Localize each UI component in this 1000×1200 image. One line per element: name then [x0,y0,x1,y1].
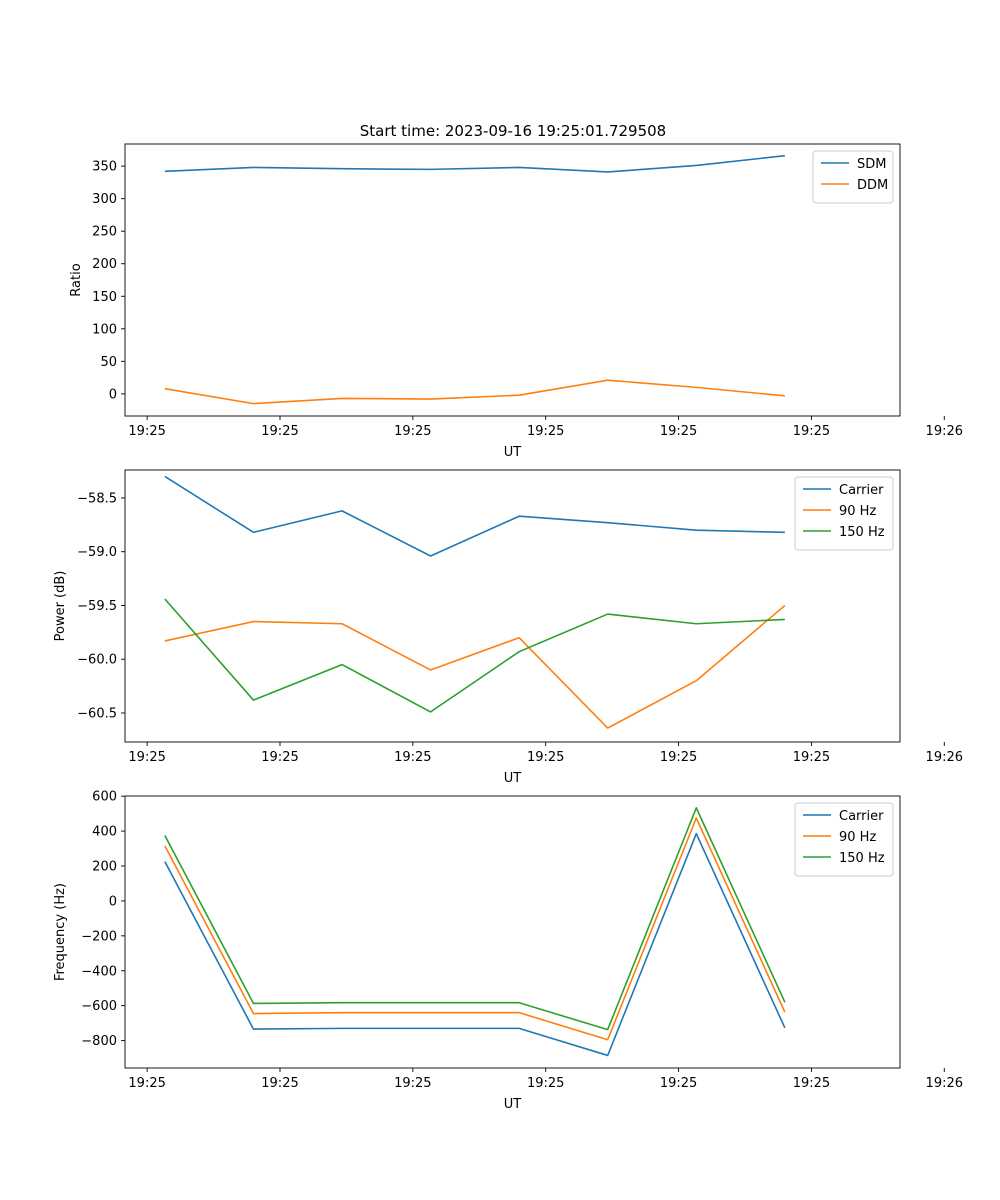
y-tick-label: −59.5 [77,599,117,614]
axes-frame [124,795,901,1069]
legend-label: DDM [857,178,888,193]
y-tick-label: −59.0 [77,545,117,560]
x-tick-label: 19:25 [394,424,431,439]
y-tick-label: 300 [92,192,117,207]
x-tick-label: 19:26 [926,424,963,439]
y-tick-label: −200 [81,929,117,944]
x-tick-label: 19:25 [128,750,165,765]
legend-label: 150 Hz [839,525,885,540]
y-tick-label: 150 [92,290,117,305]
y-tick-label: 600 [92,790,117,805]
x-tick-label: 19:25 [394,750,431,765]
series-line-carrier [164,475,785,557]
x-tick-label: 19:25 [660,1076,697,1091]
chart-title: Start time: 2023-09-16 19:25:01.729508 [360,122,666,140]
y-tick-label: 50 [100,355,117,370]
y-tick-label: 200 [92,257,117,272]
x-tick-label: 19:25 [793,1076,830,1091]
x-tick-label: 19:25 [261,1076,298,1091]
y-tick-label: 200 [92,860,117,875]
legend-label: 150 Hz [839,851,885,866]
x-axis-label: UT [504,445,522,460]
x-tick-label: 19:25 [261,424,298,439]
series-line-carrier [164,832,786,1057]
x-tick-label: 19:25 [527,750,564,765]
legend-label: 90 Hz [839,830,876,845]
y-tick-label: 250 [92,225,117,240]
y-tick-label: −58.5 [77,491,117,506]
y-tick-label: 0 [109,894,117,909]
x-tick-label: 19:25 [394,1076,431,1091]
legend-label: Carrier [839,809,884,824]
legend-label: SDM [857,157,886,172]
y-tick-label: 350 [92,160,117,175]
axes-frame [124,143,901,417]
legend-label: Carrier [839,483,884,498]
legend: SDM DDM [812,150,894,204]
x-tick-label: 19:25 [261,750,298,765]
x-axis-label: UT [504,1097,522,1112]
x-tick-label: 19:25 [660,424,697,439]
x-tick-label: 19:25 [793,750,830,765]
x-axis-label: UT [504,771,522,786]
legend: Carrier 90 Hz 150 Hz [794,476,894,551]
series-line-ddm [164,379,785,405]
legend-label: 90 Hz [839,504,876,519]
axes-frame [124,469,901,743]
x-tick-label: 19:26 [926,750,963,765]
series-line-90-hz [164,817,786,1041]
y-tick-label: 0 [109,387,117,402]
y-tick-label: −800 [81,1034,117,1049]
chart-panel-2: 19:25 19:25 19:25 19:25 19:25 19:25 19:26 −58.5… [53,469,963,786]
series-line-150-hz [164,807,786,1031]
series-line-150-hz [164,598,785,713]
y-tick-label: −60.0 [77,653,117,668]
y-tick-label: 100 [92,322,117,337]
y-axis-label: Frequency (Hz) [53,883,68,981]
x-tick-label: 19:25 [793,424,830,439]
legend-box [812,150,894,204]
series-line-sdm [164,154,785,173]
chart-panel-1: 19:25 19:25 19:25 19:25 19:25 19:25 19:26 0 50 10… [69,143,963,460]
y-tick-label: −400 [81,964,117,979]
x-tick-label: 19:25 [128,424,165,439]
y-tick-label: −60.5 [77,706,117,721]
x-tick-label: 19:26 [926,1076,963,1091]
x-tick-label: 19:25 [527,1076,564,1091]
y-tick-label: 400 [92,825,117,840]
legend: Carrier 90 Hz 150 Hz [794,802,894,877]
y-axis-label: Power (dB) [53,571,68,642]
x-tick-label: 19:25 [527,424,564,439]
y-tick-label: −600 [81,999,117,1014]
x-tick-label: 19:25 [128,1076,165,1091]
y-axis-label: Ratio [69,263,84,296]
series-line-90-hz [164,604,786,729]
chart-panel-3: 19:25 19:25 19:25 19:25 19:25 19:25 19:26 600 40… [53,790,963,1112]
x-tick-label: 19:25 [660,750,697,765]
